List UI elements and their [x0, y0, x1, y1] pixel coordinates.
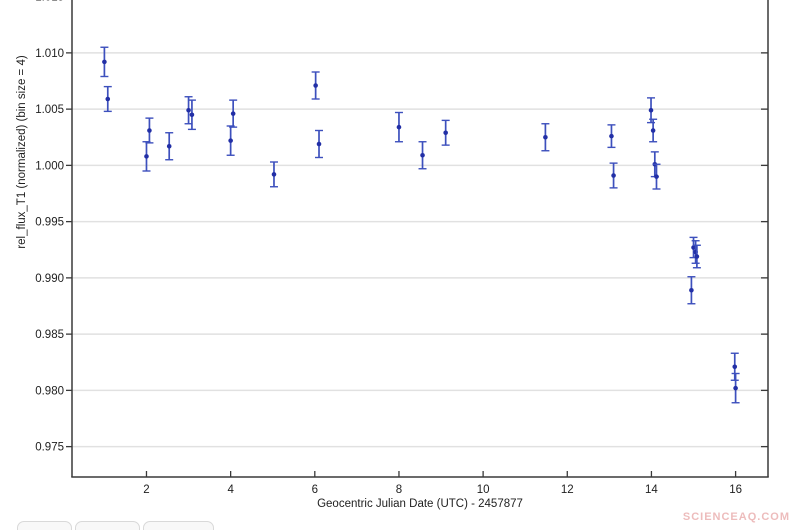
bottom-button-2[interactable] [75, 521, 140, 530]
svg-text:10: 10 [477, 484, 490, 496]
svg-text:0.975: 0.975 [35, 442, 64, 454]
data-point [165, 132, 174, 161]
svg-text:1.005: 1.005 [35, 104, 64, 116]
svg-text:1.010: 1.010 [35, 48, 64, 60]
data-point [649, 118, 658, 143]
data-point [441, 119, 450, 146]
svg-text:4: 4 [227, 484, 234, 496]
data-point [652, 163, 661, 190]
data-point [609, 162, 618, 189]
data-point [647, 97, 656, 124]
data-point [187, 99, 196, 131]
axes [66, 0, 769, 478]
svg-text:2: 2 [143, 484, 149, 496]
data-point [229, 99, 238, 128]
svg-text:1.015: 1.015 [35, 0, 64, 4]
data-point [145, 117, 154, 144]
y-tick-labels: 1.015 1.010 1.005 1.000 0.995 0.990 0.985 0.980… [35, 0, 64, 454]
data-point [394, 111, 403, 143]
data-point [226, 125, 235, 156]
svg-text:0.980: 0.980 [35, 385, 64, 397]
bottom-button-1[interactable] [17, 521, 72, 530]
svg-text:0.985: 0.985 [35, 329, 64, 341]
data-point [607, 124, 616, 149]
x-tick-labels: 2 4 6 8 10 12 14 16 [143, 484, 742, 496]
data-point [103, 85, 112, 113]
svg-text:1.000: 1.000 [35, 160, 64, 172]
data-point [541, 123, 550, 152]
data-point [315, 129, 324, 159]
data-point [142, 141, 151, 172]
grid-lines [72, 52, 768, 448]
data-point [687, 276, 696, 305]
data-point [692, 244, 701, 269]
data-point [269, 161, 278, 188]
svg-text:6: 6 [312, 484, 318, 496]
data-points [100, 46, 740, 404]
svg-text:12: 12 [561, 484, 574, 496]
svg-text:8: 8 [396, 484, 402, 496]
data-point [311, 71, 320, 100]
data-point [418, 141, 427, 170]
data-point [731, 372, 740, 404]
watermark: SCIENCEAQ.COM [682, 511, 790, 523]
data-point [100, 46, 109, 78]
svg-text:14: 14 [645, 484, 658, 496]
svg-text:0.995: 0.995 [35, 217, 64, 229]
svg-text:16: 16 [729, 484, 742, 496]
svg-text:0.990: 0.990 [35, 273, 64, 285]
bottom-button-3[interactable] [143, 521, 214, 530]
data-point [184, 96, 193, 125]
